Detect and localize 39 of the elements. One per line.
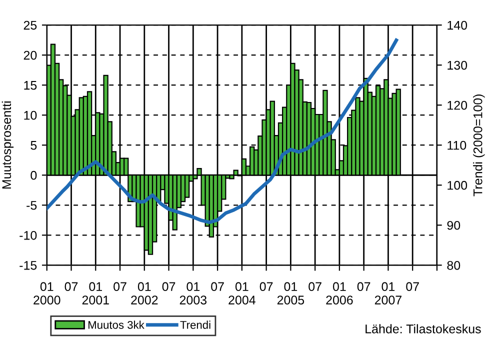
x-tick-label: 01 2000 [34, 282, 60, 304]
line-series [46, 38, 398, 224]
x-tick-label: 07 [211, 282, 224, 292]
x-tick-label: 07 [114, 282, 126, 292]
y-tick-label: 20 [24, 50, 37, 60]
x-tick-label: 07 [308, 282, 322, 292]
y2-tick-label: 90 [447, 220, 460, 230]
y2-tick-label: 80 [447, 260, 460, 270]
y-tick-label: 10 [24, 110, 37, 120]
y-tick-label: -10 [20, 230, 37, 240]
y-tick-label: 0 [30, 170, 37, 180]
y2-tick-label: 100 [448, 180, 468, 190]
y-tick-label: -15 [20, 261, 37, 270]
x-tick-label: 01 2002 [131, 282, 158, 304]
y2-tick-label: 110 [448, 140, 466, 150]
y-tick-label: 15 [24, 81, 37, 90]
bar [184, 174, 190, 198]
y2-tick-label: 140 [448, 20, 468, 30]
x-tick-label: 07 [406, 282, 419, 292]
y2-axis-title: Trendi (2000=100) [473, 94, 485, 196]
x-tick-label: 01 2006 [326, 282, 353, 304]
x-tick-label: 07 [64, 282, 78, 292]
x-tick-label: 01 2005 [277, 282, 304, 304]
y-tick-label: 25 [24, 20, 37, 30]
x-tick-label: 01 2001 [82, 282, 109, 304]
x-tick-label: 01 2003 [180, 282, 207, 304]
x-tick-label: 07 [162, 282, 176, 292]
y-tick-label: -5 [26, 201, 37, 210]
x-tick-label: 01 2004 [228, 282, 256, 304]
x-tick-label: 01 2007 [374, 282, 402, 304]
y-axis-title: Muutosprosentti [2, 101, 14, 189]
y-tick-label: 5 [30, 141, 37, 150]
legend-label: Muutos 3kk [88, 320, 144, 329]
y2-tick-label: 120 [448, 100, 468, 110]
legend-label: Trendi [180, 320, 210, 329]
x-tick-label: 07 [357, 282, 370, 292]
x-tick-label: 07 [260, 282, 273, 292]
text: Lähde: Tilastokeskus [366, 324, 481, 334]
y2-tick-label: 130 [448, 60, 468, 70]
